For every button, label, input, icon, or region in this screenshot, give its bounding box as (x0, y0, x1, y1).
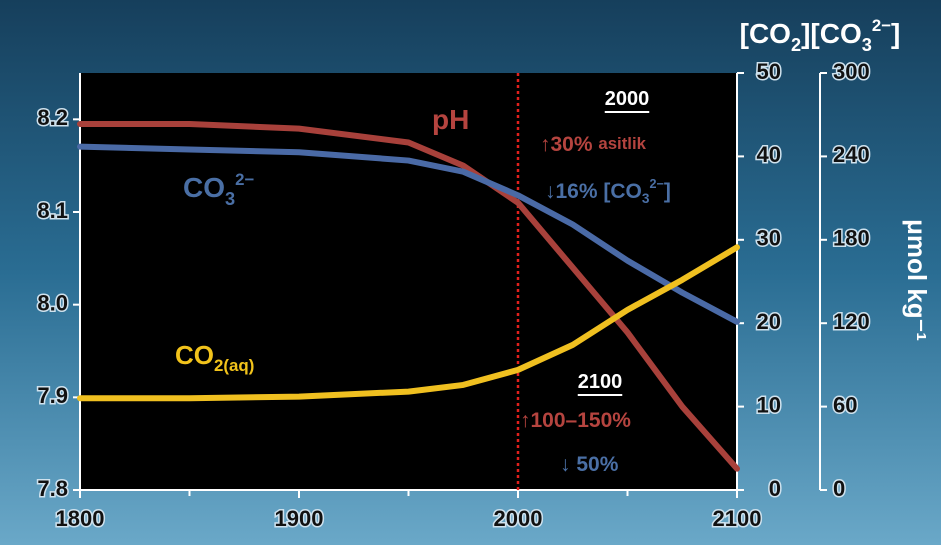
y2-tick-label: 0 (769, 476, 781, 501)
annotation-part: CO (175, 340, 214, 370)
y2-tick-label: 10 (757, 392, 781, 417)
x-tick-label: 1900 (275, 506, 324, 531)
y3-tick-label: 240 (833, 142, 870, 167)
annotation-part: ↑100–150% (520, 409, 631, 432)
annotation-part: 2(aq) (214, 356, 254, 375)
annotation-part: ↑30% (540, 133, 598, 156)
top-axis-label-part: 3 (862, 35, 872, 55)
annotation-part: CO (183, 172, 225, 203)
y-tick-label: 8.1 (37, 198, 68, 223)
y2-tick-label: 20 (757, 309, 781, 334)
annotation-part: 2− (235, 170, 254, 189)
y3-tick-label: 300 (833, 59, 870, 84)
top-axis-label-part: ] (891, 18, 900, 49)
top-axis-label-part: 2 (791, 35, 801, 55)
y-tick-label: 8.0 (37, 290, 68, 315)
annotation-part: ] (664, 180, 671, 203)
annotation-part: ↓16% [CO (545, 180, 642, 203)
y3-tick-label: 60 (833, 392, 857, 417)
top-axis-label-part: 2− (872, 16, 891, 35)
annotation-part: 3 (642, 191, 650, 206)
annotation: ↑100–150% (520, 409, 631, 432)
y-tick-label: 7.8 (37, 476, 68, 501)
y2-tick-label: 50 (757, 59, 781, 84)
x-tick-label: 2100 (713, 506, 762, 531)
annotation: 2000 (605, 88, 650, 110)
top-axis-label-part: [CO (740, 18, 791, 49)
annotation-part: asitlik (598, 134, 646, 153)
top-axis-label-part: ][CO (801, 18, 862, 49)
annotation-part: ↓ 50% (560, 453, 619, 476)
y3-tick-label: 0 (833, 476, 845, 501)
y-tick-label: 7.9 (37, 383, 68, 408)
x-tick-label: 2000 (494, 506, 543, 531)
annotation-part: 2100 (578, 371, 623, 393)
y3-tick-label: 180 (833, 226, 870, 251)
annotation-part: 2000 (605, 88, 650, 110)
x-tick-label: 1800 (56, 506, 105, 531)
annotation: pH (432, 104, 469, 135)
annotation: 2100 (578, 371, 623, 393)
annotation-part: 3 (225, 189, 235, 209)
y-tick-label: 8.2 (37, 105, 68, 130)
annotation: ↑30% asitlik (540, 133, 647, 156)
y2-axis-label: μmol kg⁻¹ (902, 219, 932, 341)
page: {"chart_data":{"type":"line", "x":[1800,… (0, 0, 941, 545)
y2-tick-label: 40 (757, 142, 781, 167)
annotation: ↓ 50% (560, 453, 619, 476)
chart: 7.8 7.9 8.0 8.1 8.2 0 10 20 30 40 50 0 60 120 180 240 30… (0, 0, 941, 545)
annotation-part: pH (432, 104, 469, 135)
y3-tick-label: 120 (833, 309, 870, 334)
annotation-part: 2− (649, 177, 663, 191)
y2-tick-label: 30 (757, 226, 781, 251)
